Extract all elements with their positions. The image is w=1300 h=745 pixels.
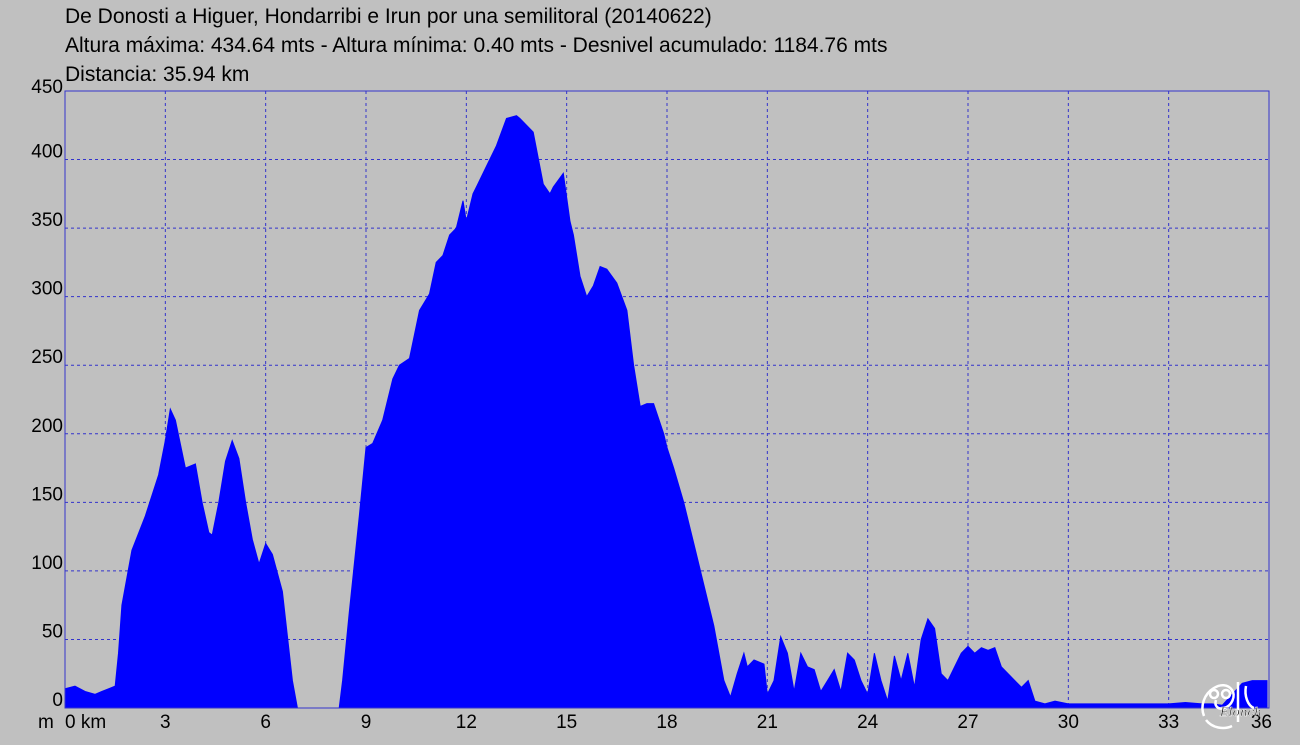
- x-tick-label: 33: [1158, 712, 1179, 733]
- x-tick-label: 36: [1251, 712, 1272, 733]
- y-tick-label: 350: [31, 210, 63, 231]
- plot-border: [64, 90, 1270, 709]
- elevation-area: [64, 115, 1268, 709]
- x-tick-label: 9: [361, 712, 372, 733]
- x-tick-label: 12: [456, 712, 477, 733]
- svg-text:Eloncho: Eloncho: [1219, 705, 1260, 719]
- y-tick-label: 300: [31, 279, 63, 300]
- x-tick-label: 0 km: [65, 712, 106, 733]
- x-tick-label: 3: [160, 712, 171, 733]
- x-axis-labels: 0 km 3 6 9 12 15 18 21 24 27 30 33 36: [65, 712, 1272, 733]
- x-tick-label: 24: [857, 712, 879, 733]
- y-tick-label: 0: [52, 690, 63, 711]
- x-tick-label: 27: [957, 712, 978, 733]
- x-tick-label: 15: [556, 712, 577, 733]
- x-tick-label: 6: [260, 712, 271, 733]
- stats-line: Altura máxima: 434.64 mts - Altura mínim…: [65, 34, 888, 57]
- x-tick-label: 30: [1058, 712, 1079, 733]
- gridlines: [65, 91, 1270, 708]
- y-tick-label: 150: [31, 484, 63, 505]
- x-tick-label: 18: [656, 712, 677, 733]
- elevation-series-area: [64, 115, 1268, 709]
- y-tick-label: 200: [31, 416, 63, 437]
- y-tick-label: 400: [31, 142, 63, 163]
- distance-line: Distancia: 35.94 km: [65, 63, 250, 86]
- y-tick-label: 250: [31, 347, 63, 368]
- y-axis-unit: m: [38, 712, 54, 733]
- eloncho-logo: Eloncho: [1201, 682, 1260, 730]
- y-tick-label: 450: [31, 77, 63, 98]
- y-tick-label: 100: [31, 553, 63, 574]
- chart-title: De Donosti a Higuer, Hondarribi e Irun p…: [65, 5, 712, 28]
- y-tick-label: 50: [42, 621, 63, 642]
- x-tick-label: 21: [757, 712, 778, 733]
- y-axis-labels: 0 50 100 150 200 250 300 350 400 450: [31, 77, 63, 711]
